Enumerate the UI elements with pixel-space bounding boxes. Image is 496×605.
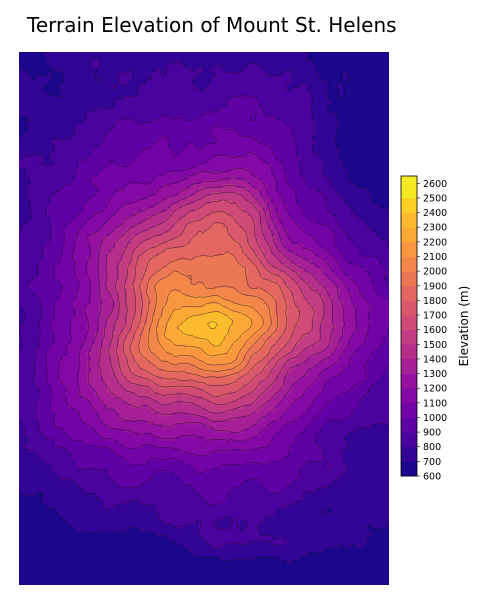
colorbar-ticks: 600 700 800 900 1000 1100 1200 1300 1400 1500 1600… [417,179,447,480]
colorbar-tick-label: 2300 [423,223,447,234]
colorbar-swatch [401,461,417,477]
colorbar-swatch [401,432,417,448]
colorbar-tick-label: 1900 [423,281,447,292]
colorbar-tick-label: 1300 [423,369,447,380]
contour-line [156,289,264,366]
colorbar-tick-label: 800 [423,442,441,453]
colorbar-swatch [401,212,417,228]
contour-fills [19,52,389,585]
contour-line [108,191,325,414]
contour-line [176,311,233,347]
colorbar-tick-label: 1400 [423,354,447,365]
contour-line [164,302,253,357]
elevation-map [19,52,389,585]
contour-band [147,272,272,373]
colorbar-swatch [401,227,417,243]
colorbar-swatch [401,197,417,213]
contour-band [155,292,264,365]
colorbar-swatch [401,388,417,404]
contour-band [139,252,280,377]
contour-line [138,251,279,378]
contour-line [98,184,335,422]
colorbar-swatch [401,344,417,360]
chart-title: Terrain Elevation of Mount St. Helens [27,13,397,37]
contour-line [76,167,358,442]
contour-band [19,52,389,585]
colorbar-tick-label: 1500 [423,340,447,351]
colorbar-tick-label: 2600 [423,179,447,190]
colorbar-frame [400,175,418,477]
colorbar-tick-label: 1200 [423,384,447,395]
contour-line [19,57,389,548]
contour-line [87,177,345,434]
contour-plot [19,52,389,585]
contour-band [59,152,372,457]
contour-band [179,312,232,349]
colorbar-swatch [401,256,417,272]
colorbar-swatch [401,373,417,389]
contour-band [211,320,216,329]
colorbar-tick-label: 2500 [423,193,447,204]
colorbar-label: Elevation (m) [457,286,471,367]
contour-band [107,192,324,413]
contour-band [87,176,344,433]
contour-band [47,124,389,473]
contour-band [163,304,252,357]
contour-line [115,199,315,405]
contour-line [147,270,272,372]
colorbar-swatch [401,446,417,462]
contour-band [123,212,300,397]
colorbar-swatch [401,271,417,287]
colorbar-tick-label: 1000 [423,413,447,424]
colorbar-tick-label: 1800 [423,296,447,307]
contour-band [27,96,389,505]
contour-band [79,168,356,441]
colorbar-tick-label: 700 [423,457,441,468]
colorbar-tick-label: 1700 [423,311,447,322]
colorbar-tick-label: 600 [423,472,441,481]
colorbar-swatch [401,402,417,418]
colorbar-swatch [401,417,417,433]
contour-line [27,95,389,506]
contour-line [44,124,389,474]
colorbar-swatch [401,329,417,345]
contour-line [122,211,300,397]
contour-line [57,151,371,457]
contour-lines [19,52,389,563]
colorbar-tick-label: 2000 [423,267,447,278]
contour-line [207,321,218,329]
colorbar-tick-label: 2400 [423,208,447,219]
contour-line [129,222,287,387]
colorbar-tick-label: 900 [423,428,441,439]
colorbar-tick-label: 2100 [423,252,447,263]
contour-line [19,52,389,563]
contour-band [99,184,336,421]
colorbar-swatch [401,300,417,316]
colorbar-swatches [401,176,417,477]
colorbar-tick-label: 1600 [423,325,447,336]
colorbar-swatch [401,176,417,199]
colorbar-tick-label: 1100 [423,398,447,409]
colorbar: 600 700 800 900 1000 1100 1200 1300 1400 1500 1600… [400,175,471,480]
colorbar-swatch [401,285,417,301]
colorbar-tick-label: 2200 [423,237,447,248]
colorbar-swatch [401,315,417,330]
contour-band [19,52,389,565]
colorbar-swatch [401,241,417,257]
colorbar-swatch [401,358,417,374]
